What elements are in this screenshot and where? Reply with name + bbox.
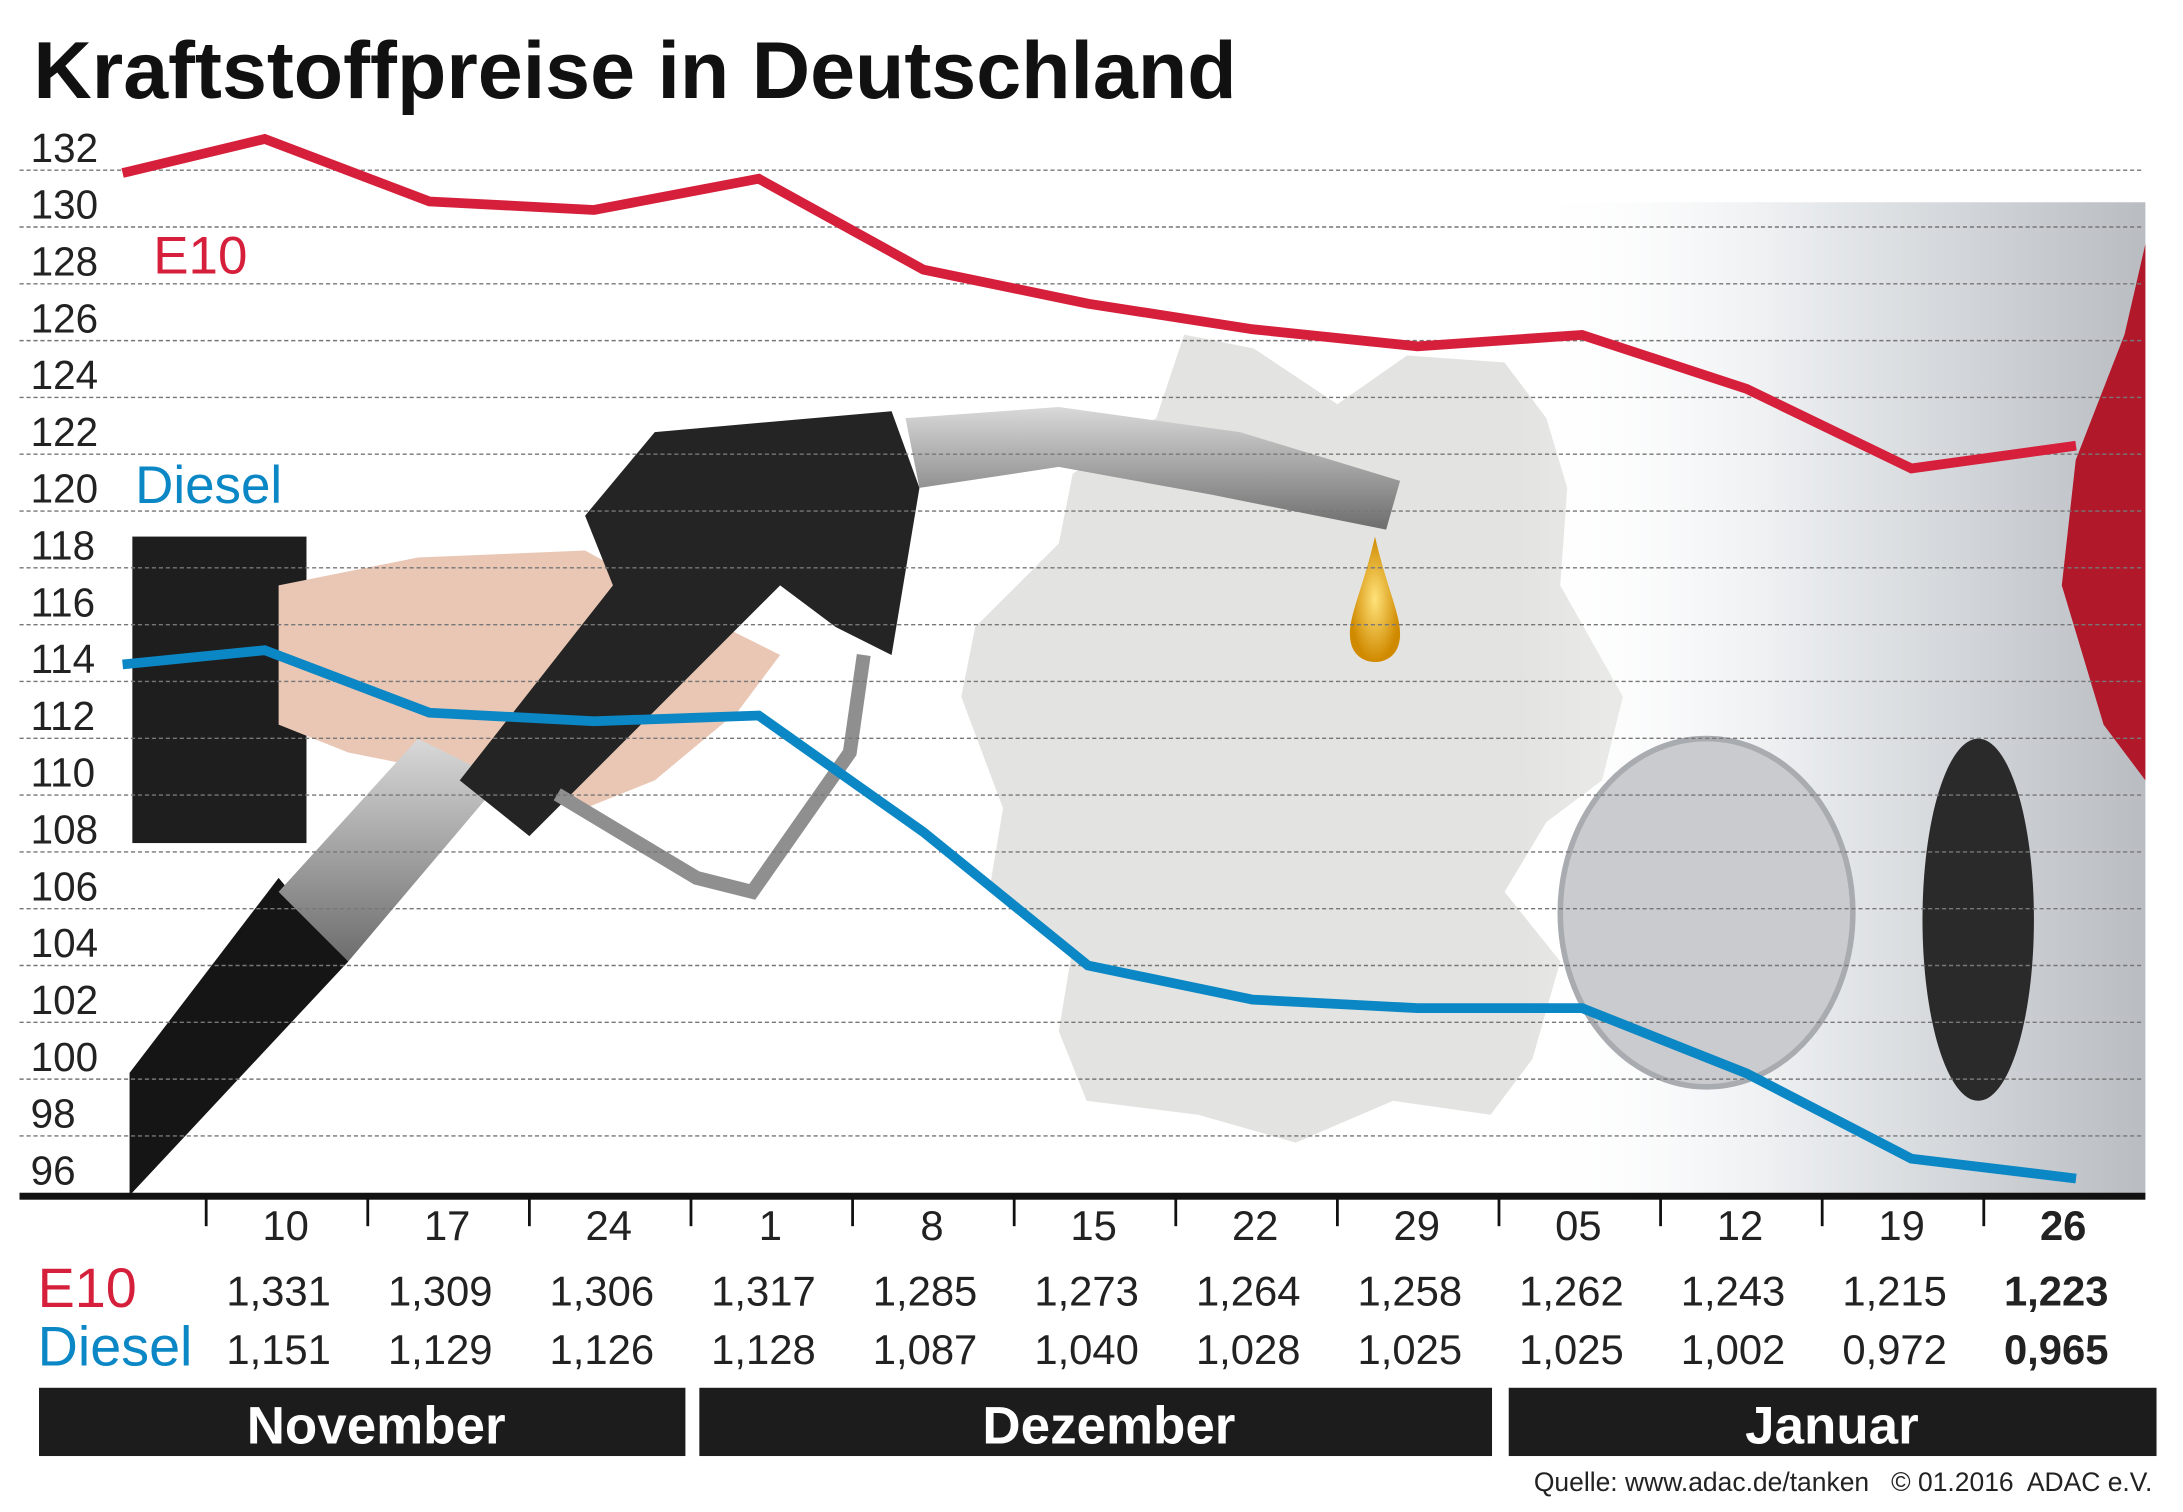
month-band-november (39, 1387, 686, 1457)
x-tick-label: 26 (2040, 1202, 2086, 1249)
y-tick-label: 98 (31, 1091, 76, 1137)
x-tick-label: 10 (262, 1202, 308, 1249)
y-tick-label: 108 (31, 807, 98, 853)
month-band-januar (1508, 1387, 2157, 1457)
series-lines (121, 133, 2077, 1184)
legend-diesel: Diesel (135, 456, 282, 515)
month-november: November (247, 1396, 506, 1455)
y-tick-label: 118 (31, 522, 95, 568)
row-label-diesel: Diesel (38, 1315, 193, 1377)
e10-price: 1,273 (1034, 1268, 1139, 1315)
e10-price: 1,262 (1519, 1268, 1624, 1315)
y-tick-label: 112 (31, 693, 95, 739)
x-tick-label: 12 (1717, 1202, 1763, 1249)
diesel-price: 1,025 (1519, 1326, 1624, 1373)
diesel-price: 1,002 (1681, 1326, 1786, 1373)
month-januar: Januar (1745, 1396, 1919, 1455)
germany-map (961, 334, 1623, 1143)
x-tick-label: 29 (1394, 1202, 1440, 1249)
source-note: Quelle: www.adac.de/tanken © 01.2016 ADA… (1534, 1467, 2153, 1497)
y-tick-label: 130 (31, 182, 98, 228)
e10-price: 1,309 (388, 1268, 493, 1315)
y-tick-label: 96 (31, 1147, 76, 1193)
y-tick-label: 128 (31, 238, 98, 284)
e10-price: 1,264 (1196, 1268, 1301, 1315)
fuel-drop-icon (1349, 536, 1401, 662)
x-tick-label: 19 (1878, 1202, 1924, 1249)
fuel-cap-icon (1557, 735, 1856, 1090)
legend-e10: E10 (153, 226, 247, 285)
y-tick-label: 122 (31, 409, 98, 455)
y-tick-label: 120 (31, 466, 98, 512)
x-axis-ticks: 10 1,331 1,151 17 1,309 1,129 24 1,306 1,126 1 1,3… (204, 1195, 2109, 1373)
month-band-dezember (699, 1387, 1493, 1457)
diesel-price: 1,129 (388, 1326, 493, 1373)
e10-price: 1,331 (226, 1268, 331, 1315)
e10-price: 1,258 (1358, 1268, 1463, 1315)
y-tick-label: 102 (31, 977, 98, 1023)
diesel-price: 1,087 (873, 1326, 978, 1373)
pump-trigger-guard (553, 654, 871, 900)
x-tick-label: 15 (1070, 1202, 1116, 1249)
diesel-price: 1,040 (1034, 1326, 1139, 1373)
x-tick-label: 05 (1555, 1202, 1601, 1249)
e10-price: 1,215 (1842, 1268, 1947, 1315)
sleeve (132, 536, 307, 844)
y-tick-label: 116 (31, 579, 95, 625)
month-bands: November Dezember Januar (39, 1387, 2157, 1457)
x-tick-label: 8 (920, 1202, 943, 1249)
y-tick-label: 104 (31, 920, 98, 966)
y-tick-label: 100 (31, 1034, 98, 1080)
y-tick-label: 110 (31, 750, 95, 796)
pump-nozzle-body (459, 411, 920, 837)
y-tick-label: 124 (31, 352, 98, 398)
e10-price: 1,306 (550, 1268, 655, 1315)
chart-title: Kraftstoffpreise in Deutschland (33, 26, 1236, 116)
e10-price: 1,285 (873, 1268, 978, 1315)
y-tick-label: 126 (31, 295, 98, 341)
x-axis (19, 1192, 2146, 1200)
month-dezember: Dezember (982, 1396, 1235, 1455)
diesel-price: 1,151 (226, 1326, 331, 1373)
background-illustration (129, 202, 2146, 1196)
diesel-price: 1,128 (711, 1326, 816, 1373)
pump-nozzle-grip (278, 738, 502, 962)
row-label-e10: E10 (38, 1257, 137, 1319)
e10-price: 1,223 (2004, 1268, 2109, 1315)
e10-price: 1,317 (711, 1268, 816, 1315)
y-tick-label: 106 (31, 863, 98, 909)
fuel-hose (129, 877, 349, 1196)
car-taillight (2061, 244, 2146, 781)
fuel-inlet (1922, 738, 2034, 1101)
x-tick-label: 17 (424, 1202, 470, 1249)
y-tick-label: 132 (31, 125, 98, 171)
diesel-price: 1,028 (1196, 1326, 1301, 1373)
pump-spout (905, 407, 1401, 530)
diesel-price: 0,972 (1842, 1326, 1947, 1373)
y-tick-label: 114 (31, 636, 95, 682)
x-tick-label: 24 (586, 1202, 632, 1249)
x-tick-label: 22 (1232, 1202, 1278, 1249)
diesel-price: 1,025 (1358, 1326, 1463, 1373)
e10-price: 1,243 (1681, 1268, 1786, 1315)
diesel-price: 0,965 (2004, 1326, 2109, 1373)
grid: 132 130 128 126 124 122 120 118 116 114 112 110 108 1… (19, 125, 2143, 1193)
x-tick-label: 1 (759, 1202, 782, 1249)
diesel-price: 1,126 (550, 1326, 655, 1373)
